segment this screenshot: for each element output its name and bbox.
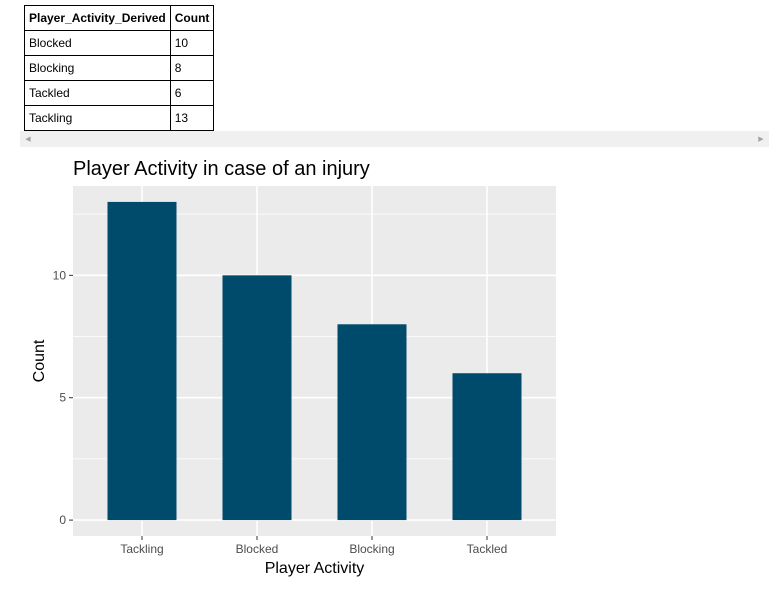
table-cell-activity: Blocking: [24, 55, 171, 81]
table-cell-activity: Tackling: [24, 105, 171, 131]
bar-chart: Player Activity in case of an injury 0 5 1…: [31, 158, 556, 577]
scroll-left-arrow-icon[interactable]: ◀: [25, 135, 31, 143]
y-axis: 0 5 10: [53, 268, 73, 527]
x-tick-label: Tackled: [467, 542, 508, 556]
x-axis-label: Player Activity: [265, 560, 365, 577]
player-activity-table: Player_Activity_Derived Count Blocked 10…: [24, 5, 215, 131]
table-row: Blocking 8: [24, 55, 215, 81]
x-axis: Tackling Blocked Blocking Tackled: [120, 536, 507, 556]
table-row: Tackling 13: [24, 105, 215, 131]
bar-series: [107, 201, 522, 521]
y-tick-label: 10: [53, 268, 67, 282]
table-cell-activity: Tackled: [24, 80, 171, 106]
output-table-container: Player_Activity_Derived Count Blocked 10…: [24, 5, 215, 131]
bar-tackling: [107, 201, 177, 521]
chart-title: Player Activity in case of an injury: [73, 158, 370, 180]
y-axis-label: Count: [31, 339, 48, 382]
x-tick-label: Tackling: [120, 542, 163, 556]
table-row: Tackled 6: [24, 80, 215, 106]
scroll-right-arrow-icon[interactable]: ▶: [758, 135, 764, 143]
table-cell-count: 6: [169, 80, 215, 106]
bar-blocked: [222, 275, 292, 521]
table-cell-activity: Blocked: [24, 30, 171, 56]
y-tick-label: 5: [59, 391, 66, 405]
table-cell-count: 8: [169, 55, 215, 81]
horizontal-scrollbar[interactable]: ◀ ▶: [20, 131, 769, 147]
table-header-row: Player_Activity_Derived Count: [24, 5, 215, 31]
table-cell-count: 13: [169, 105, 215, 131]
bar-tackled: [452, 373, 522, 521]
table-row: Blocked 10: [24, 30, 215, 56]
x-tick-label: Blocked: [236, 542, 279, 556]
table-header-count: Count: [169, 5, 215, 31]
table-cell-count: 10: [169, 30, 215, 56]
bar-blocking: [337, 324, 407, 521]
x-tick-label: Blocking: [349, 542, 394, 556]
table-header-activity: Player_Activity_Derived: [24, 5, 171, 31]
y-tick-label: 0: [59, 513, 66, 527]
